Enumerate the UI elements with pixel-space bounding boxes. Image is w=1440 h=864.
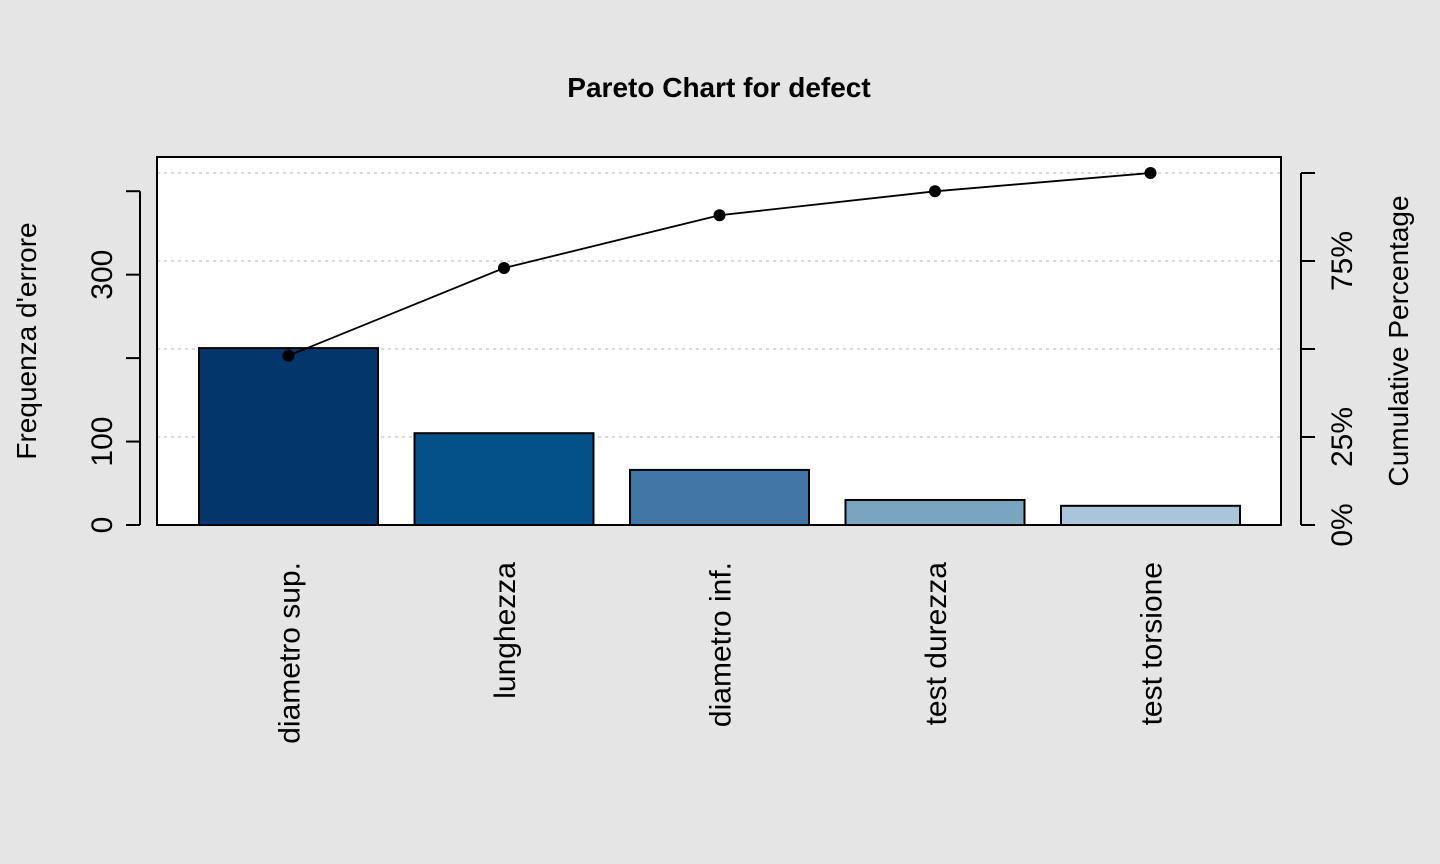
- cumulative-point: [498, 262, 510, 275]
- y2-tick-label: 75%: [1326, 231, 1359, 291]
- category-label: test torsione: [1136, 562, 1169, 725]
- plot-frame: [156, 156, 1282, 526]
- bar: [198, 347, 379, 526]
- bar: [629, 468, 810, 526]
- cumulative-point: [929, 185, 941, 198]
- grid-lines: [157, 172, 1281, 438]
- bars: [198, 347, 1241, 526]
- y-tick-label: 300: [86, 250, 119, 300]
- chart-title: Pareto Chart for defect: [567, 72, 870, 103]
- bar: [1060, 504, 1241, 526]
- category-labels: diametro sup. lunghezza diametro inf. test …: [274, 562, 1169, 744]
- y-tick-label: 0: [86, 517, 119, 534]
- left-axis: 0 100 300: [86, 190, 141, 534]
- bar: [844, 498, 1026, 526]
- cumulative-line: [282, 167, 1157, 362]
- category-label: test durezza: [920, 562, 953, 726]
- cumulative-point: [282, 349, 295, 362]
- right-axis: 0% 25% 75%: [1300, 172, 1359, 547]
- category-label: lunghezza: [489, 562, 522, 699]
- category-label: diametro sup.: [274, 562, 307, 744]
- y2-axis-label: Cumulative Percentage: [1383, 195, 1414, 486]
- cumulative-point: [713, 209, 726, 222]
- y2-tick-label: 25%: [1326, 407, 1359, 467]
- y-tick-label: 100: [86, 417, 119, 467]
- y-axis-label: Frequenza d'errore: [11, 222, 42, 459]
- y2-tick-label: 0%: [1326, 503, 1359, 546]
- category-label: diametro inf.: [705, 562, 738, 727]
- cumulative-point: [1144, 167, 1157, 179]
- bar: [413, 432, 595, 526]
